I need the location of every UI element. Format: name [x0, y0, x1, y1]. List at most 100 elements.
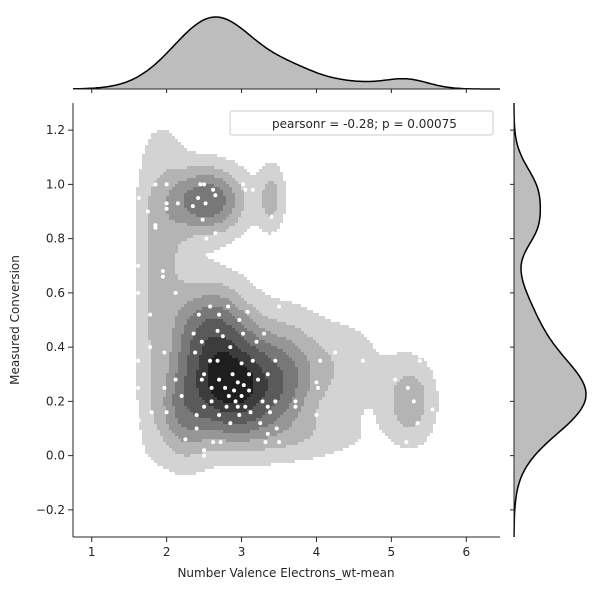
- contour-band: [262, 190, 277, 193]
- contour-band: [136, 289, 148, 292]
- contour-band: [190, 454, 325, 457]
- contour-band: [136, 265, 148, 268]
- data-point: [213, 193, 218, 198]
- contour-band: [241, 361, 256, 364]
- contour-band: [178, 361, 187, 364]
- data-point: [164, 182, 169, 187]
- contour-band: [268, 379, 283, 382]
- contour-band: [196, 376, 208, 379]
- contour-band: [283, 388, 295, 391]
- contour-band: [175, 451, 202, 454]
- contour-band: [214, 214, 229, 217]
- contour-band: [136, 211, 148, 214]
- contour-band: [175, 412, 193, 415]
- contour-band: [298, 379, 310, 382]
- contour-band: [199, 358, 211, 361]
- contour-band: [148, 235, 193, 238]
- contour-band: [208, 376, 253, 379]
- contour-band: [262, 415, 280, 418]
- contour-band: [253, 304, 301, 307]
- contour-band: [172, 394, 184, 397]
- contour-band: [286, 445, 349, 448]
- contour-band: [316, 424, 361, 427]
- contour-band: [424, 403, 439, 406]
- contour-band: [148, 331, 172, 334]
- contour-band: [136, 343, 151, 346]
- contour-band: [175, 316, 190, 319]
- contour-band: [202, 349, 241, 352]
- contour-band: [319, 343, 373, 346]
- contour-band: [331, 379, 400, 382]
- contour-band: [166, 196, 184, 199]
- data-point: [226, 304, 231, 309]
- contour-band: [148, 298, 193, 301]
- data-point: [198, 182, 203, 187]
- contour-band: [187, 178, 223, 181]
- contour-band: [283, 391, 295, 394]
- contour-band: [265, 163, 277, 166]
- contour-band: [148, 139, 178, 142]
- contour-band: [304, 400, 319, 403]
- data-point: [256, 377, 261, 382]
- contour-band: [310, 376, 334, 379]
- contour-band: [223, 283, 253, 286]
- contour-band: [316, 415, 361, 418]
- contour-band: [175, 220, 223, 223]
- contour-band: [217, 397, 247, 400]
- contour-band: [163, 172, 229, 175]
- contour-band: [163, 436, 178, 439]
- contour-band: [148, 286, 229, 289]
- contour-band: [163, 466, 214, 469]
- contour-band: [148, 316, 175, 319]
- contour-band: [136, 316, 148, 319]
- contour-band: [421, 415, 436, 418]
- contour-band: [181, 340, 190, 343]
- contour-band: [148, 253, 175, 256]
- contour-band: [229, 184, 241, 187]
- contour-band: [136, 247, 148, 250]
- data-point: [274, 426, 279, 431]
- contour-band: [175, 262, 220, 265]
- contour-band: [139, 424, 157, 427]
- contour-band: [166, 412, 175, 415]
- contour-band: [262, 367, 280, 370]
- y-tick-label: 0.6: [46, 286, 65, 300]
- contour-band: [184, 388, 199, 391]
- contour-band: [316, 427, 361, 430]
- data-point: [269, 214, 274, 219]
- contour-band: [289, 403, 304, 406]
- contour-band: [304, 439, 358, 442]
- contour-band: [169, 190, 187, 193]
- contour-band: [199, 415, 262, 418]
- contour-band: [310, 364, 334, 367]
- contour-band: [265, 184, 277, 187]
- x-marginal-fill: [73, 17, 500, 89]
- contour-band: [241, 334, 256, 337]
- contour-band: [232, 325, 244, 328]
- contour-band: [376, 418, 397, 421]
- contour-band: [202, 352, 217, 355]
- contour-band: [145, 451, 175, 454]
- contour-band: [193, 334, 241, 337]
- contour-band: [421, 382, 436, 385]
- contour-band: [310, 370, 334, 373]
- contour-band: [151, 388, 166, 391]
- contour-band: [136, 193, 151, 196]
- contour-band: [262, 202, 277, 205]
- contour-band: [148, 208, 166, 211]
- contour-band: [268, 232, 274, 235]
- contour-band: [136, 394, 151, 397]
- contour-band: [310, 382, 331, 385]
- contour-band: [184, 331, 196, 334]
- contour-band: [211, 388, 253, 391]
- contour-band: [148, 292, 238, 295]
- contour-band: [325, 394, 394, 397]
- contour-band: [139, 169, 166, 172]
- data-point: [217, 377, 222, 382]
- contour-band: [262, 199, 277, 202]
- contour-band: [148, 226, 229, 229]
- x-marginal-curve: [73, 16, 500, 90]
- contour-band: [232, 340, 247, 343]
- contour-band: [322, 397, 394, 400]
- contour-band: [187, 355, 199, 358]
